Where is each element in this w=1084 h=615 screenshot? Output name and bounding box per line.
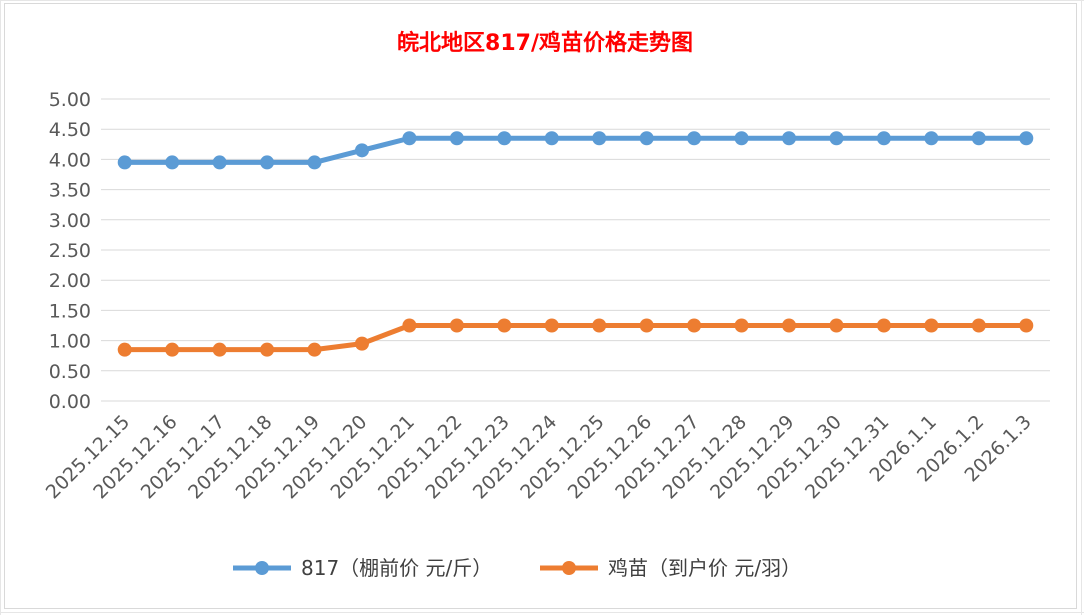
data-point[interactable] [402,318,417,333]
data-point[interactable] [1019,318,1034,333]
legend-marker [255,561,269,575]
data-point[interactable] [592,318,607,333]
legend-item[interactable]: 817（棚前价 元/斤） [233,556,492,580]
y-tick-label: 3.00 [49,210,91,232]
data-point[interactable] [971,131,986,146]
data-point[interactable] [782,131,797,146]
series-2 [117,318,1034,357]
line-chart: 皖北地区817/鸡苗价格走势图 0.00 0.50 1.00 1.50 2.00 2.50… [42,30,1050,580]
series-1 [117,131,1034,170]
data-point[interactable] [876,318,891,333]
data-point[interactable] [639,131,654,146]
gridlines [101,98,1050,402]
series-layer [117,131,1034,357]
data-point[interactable] [117,155,132,170]
y-tick-label: 5.00 [49,89,91,111]
y-tick-label: 4.00 [49,149,91,171]
y-axis-ticks: 0.00 0.50 1.00 1.50 2.00 2.50 3.00 3.50 4.00 4.50… [49,89,91,413]
y-tick-label: 1.50 [49,300,91,322]
sheet-gridline [1081,0,1082,615]
sheet-gridline [0,612,1084,613]
data-point[interactable] [924,131,939,146]
y-tick-label: 0.50 [49,361,91,383]
data-point[interactable] [260,342,275,357]
legend-label: 817（棚前价 元/斤） [301,556,492,580]
data-point[interactable] [260,155,275,170]
data-point[interactable] [544,318,559,333]
legend-item[interactable]: 鸡苗（到户价 元/羽） [540,556,801,580]
data-point[interactable] [829,318,844,333]
y-tick-label: 0.00 [49,391,91,413]
y-tick-label: 4.50 [49,119,91,141]
data-point[interactable] [782,318,797,333]
data-point[interactable] [402,131,417,146]
data-point[interactable] [734,318,749,333]
x-axis-ticks: 2025.12.152025.12.162025.12.172025.12.18… [42,411,1036,503]
data-point[interactable] [165,342,180,357]
y-tick-label: 1.00 [49,331,91,353]
data-point[interactable] [307,342,322,357]
data-point[interactable] [165,155,180,170]
data-point[interactable] [687,131,702,146]
data-point[interactable] [876,131,891,146]
data-point[interactable] [354,336,369,351]
data-point[interactable] [829,131,844,146]
legend: 817（棚前价 元/斤） 鸡苗（到户价 元/羽） [233,556,801,580]
data-point[interactable] [639,318,654,333]
data-point[interactable] [1019,131,1034,146]
chart-title: 皖北地区817/鸡苗价格走势图 [397,30,693,56]
data-point[interactable] [449,318,464,333]
data-point[interactable] [212,155,227,170]
data-point[interactable] [449,131,464,146]
data-point[interactable] [734,131,749,146]
sheet-gridline [0,0,1084,1]
data-point[interactable] [592,131,607,146]
data-point[interactable] [544,131,559,146]
data-point[interactable] [924,318,939,333]
data-point[interactable] [687,318,702,333]
data-point[interactable] [497,131,512,146]
data-point[interactable] [497,318,512,333]
series-line [122,135,1029,165]
y-tick-label: 2.00 [49,270,91,292]
data-point[interactable] [212,342,227,357]
data-point[interactable] [971,318,986,333]
chart-frame[interactable]: 皖北地区817/鸡苗价格走势图 0.00 0.50 1.00 1.50 2.00 2.50… [4,3,1077,609]
series-line [122,323,1029,353]
data-point[interactable] [354,143,369,158]
y-tick-label: 3.50 [49,180,91,202]
sheet-gridline [0,0,1,615]
legend-marker [562,561,576,575]
data-point[interactable] [307,155,322,170]
data-point[interactable] [117,342,132,357]
legend-label: 鸡苗（到户价 元/羽） [608,556,801,580]
y-tick-label: 2.50 [49,240,91,262]
